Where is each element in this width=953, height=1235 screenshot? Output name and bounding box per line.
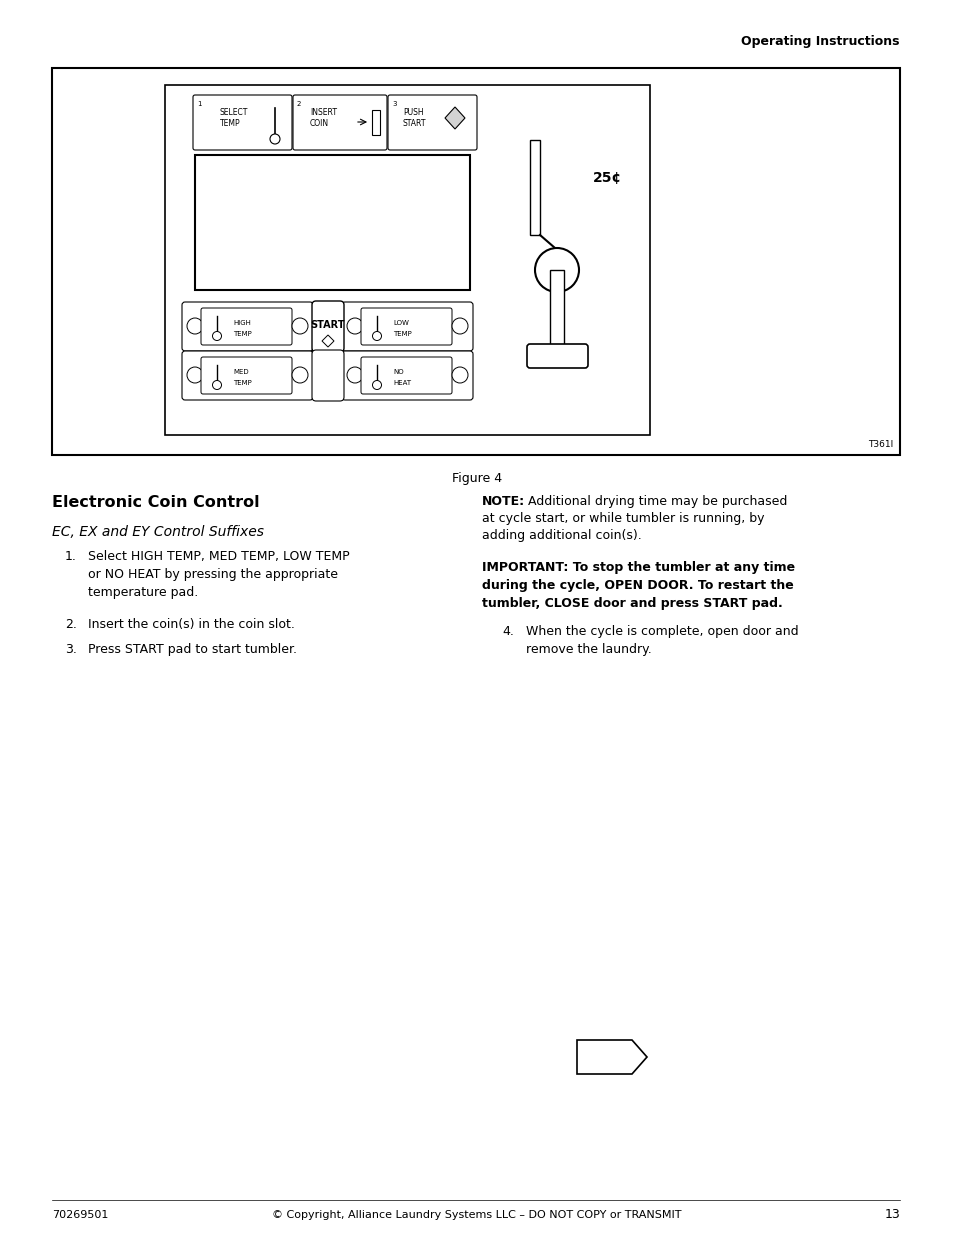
- Circle shape: [292, 317, 308, 333]
- FancyBboxPatch shape: [312, 301, 344, 352]
- Text: at cycle start, or while tumbler is running, by: at cycle start, or while tumbler is runn…: [481, 513, 763, 525]
- Text: 3.: 3.: [65, 643, 77, 656]
- Circle shape: [187, 367, 203, 383]
- Text: SELECT
TEMP: SELECT TEMP: [220, 107, 248, 128]
- FancyBboxPatch shape: [341, 351, 473, 400]
- Circle shape: [270, 135, 280, 144]
- Circle shape: [347, 317, 363, 333]
- Text: LOW: LOW: [393, 320, 409, 326]
- Polygon shape: [577, 1040, 646, 1074]
- FancyBboxPatch shape: [526, 345, 587, 368]
- Text: Electronic Coin Control: Electronic Coin Control: [52, 495, 259, 510]
- Text: 1.: 1.: [65, 550, 77, 563]
- Circle shape: [372, 331, 381, 341]
- Text: 3: 3: [392, 101, 396, 107]
- Text: T361I: T361I: [867, 440, 892, 450]
- Bar: [52, 68, 899, 454]
- Circle shape: [347, 367, 363, 383]
- Polygon shape: [322, 335, 334, 347]
- Bar: [530, 140, 539, 235]
- Circle shape: [213, 331, 221, 341]
- Circle shape: [372, 380, 381, 389]
- FancyBboxPatch shape: [360, 357, 452, 394]
- Text: HIGH: HIGH: [233, 320, 251, 326]
- Text: © Copyright, Alliance Laundry Systems LLC – DO NOT COPY or TRANSMIT: © Copyright, Alliance Laundry Systems LL…: [272, 1210, 681, 1220]
- FancyBboxPatch shape: [388, 95, 476, 149]
- Circle shape: [452, 317, 468, 333]
- FancyBboxPatch shape: [182, 303, 313, 351]
- Text: 13: 13: [883, 1209, 899, 1221]
- Text: PUSH
START: PUSH START: [402, 107, 426, 128]
- FancyBboxPatch shape: [341, 303, 473, 351]
- Bar: [165, 85, 649, 435]
- Text: 2.: 2.: [65, 618, 77, 631]
- Circle shape: [213, 380, 221, 389]
- FancyBboxPatch shape: [293, 95, 387, 149]
- Bar: [550, 270, 563, 350]
- Bar: [194, 156, 470, 290]
- Text: Figure 4: Figure 4: [452, 472, 501, 485]
- FancyBboxPatch shape: [201, 308, 292, 345]
- Polygon shape: [444, 107, 464, 128]
- Text: TEMP: TEMP: [233, 380, 252, 387]
- Text: IMPORTANT: To stop the tumbler at any time
during the cycle, OPEN DOOR. To resta: IMPORTANT: To stop the tumbler at any ti…: [481, 561, 794, 610]
- Text: MED: MED: [233, 369, 249, 375]
- Bar: [372, 110, 379, 135]
- Circle shape: [535, 248, 578, 291]
- Text: Additional drying time may be purchased: Additional drying time may be purchased: [523, 495, 786, 508]
- Text: Insert the coin(s) in the coin slot.: Insert the coin(s) in the coin slot.: [88, 618, 294, 631]
- Text: NOTE:: NOTE:: [481, 495, 524, 508]
- Text: 25¢: 25¢: [592, 170, 621, 185]
- Text: 1: 1: [196, 101, 201, 107]
- FancyBboxPatch shape: [201, 357, 292, 394]
- FancyBboxPatch shape: [312, 350, 344, 401]
- Text: Press START pad to start tumbler.: Press START pad to start tumbler.: [88, 643, 296, 656]
- FancyBboxPatch shape: [360, 308, 452, 345]
- Text: 2: 2: [296, 101, 301, 107]
- Circle shape: [452, 367, 468, 383]
- FancyBboxPatch shape: [193, 95, 292, 149]
- Circle shape: [292, 367, 308, 383]
- Text: TEMP: TEMP: [233, 331, 252, 337]
- Text: NO: NO: [393, 369, 403, 375]
- Text: 70269501: 70269501: [52, 1210, 109, 1220]
- Text: 4.: 4.: [501, 625, 514, 638]
- Circle shape: [187, 317, 203, 333]
- Text: HEAT: HEAT: [393, 380, 411, 387]
- Text: INSERT
COIN: INSERT COIN: [310, 107, 336, 128]
- Text: TEMP: TEMP: [393, 331, 412, 337]
- Text: EC, EX and EY Control Suffixes: EC, EX and EY Control Suffixes: [52, 525, 264, 538]
- Text: Operating Instructions: Operating Instructions: [740, 36, 899, 48]
- Text: When the cycle is complete, open door and
remove the laundry.: When the cycle is complete, open door an…: [525, 625, 798, 656]
- Text: adding additional coin(s).: adding additional coin(s).: [481, 529, 641, 542]
- FancyBboxPatch shape: [182, 351, 313, 400]
- Text: START: START: [311, 320, 345, 330]
- Text: Select HIGH TEMP, MED TEMP, LOW TEMP
or NO HEAT by pressing the appropriate
temp: Select HIGH TEMP, MED TEMP, LOW TEMP or …: [88, 550, 349, 599]
